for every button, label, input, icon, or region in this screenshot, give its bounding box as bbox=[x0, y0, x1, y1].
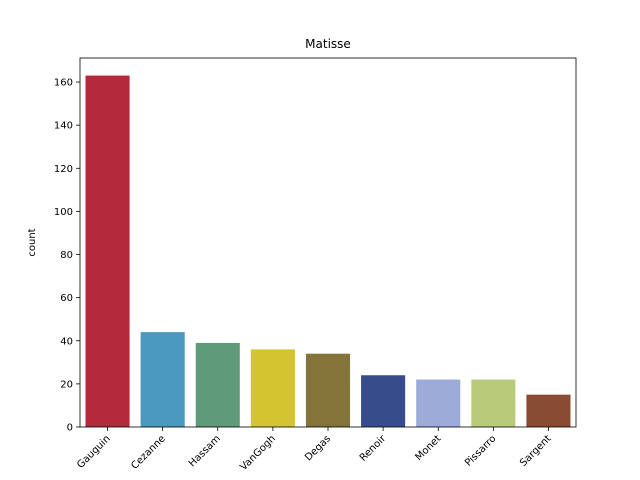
bars-group bbox=[85, 75, 571, 428]
y-axis-label: count bbox=[27, 228, 38, 256]
bar-renoir bbox=[361, 375, 406, 427]
bar-hassam bbox=[195, 342, 240, 427]
x-axis: Gauguin Cezanne Hassam VanGogh Degas Renoir Mo… bbox=[75, 427, 554, 473]
x-tick-label: Cezanne bbox=[129, 433, 167, 471]
x-tick-label: Pissarro bbox=[463, 433, 498, 468]
bar-cezanne bbox=[140, 332, 185, 427]
y-tick-label: 120 bbox=[54, 164, 73, 175]
bar-gauguin bbox=[85, 75, 130, 428]
bar-pissarro bbox=[471, 379, 516, 427]
y-tick-label: 140 bbox=[54, 121, 73, 132]
y-tick-label: 60 bbox=[60, 293, 73, 304]
y-tick-label: 100 bbox=[54, 207, 73, 218]
y-tick-label: 0 bbox=[67, 423, 73, 434]
bar-sargent bbox=[526, 394, 571, 427]
bar-degas bbox=[305, 353, 351, 427]
y-tick-label: 40 bbox=[60, 336, 73, 347]
x-tick-label: Monet bbox=[414, 433, 444, 463]
x-tick-label: Sargent bbox=[518, 433, 554, 469]
x-tick-label: Degas bbox=[303, 433, 333, 463]
y-tick-label: 20 bbox=[60, 379, 73, 390]
x-tick-label: Hassam bbox=[187, 433, 223, 469]
y-tick-label: 160 bbox=[54, 78, 73, 89]
plot-frame bbox=[79, 57, 577, 428]
y-tick-label: 80 bbox=[60, 250, 73, 261]
bar-vangogh bbox=[250, 349, 295, 427]
x-tick-label: VanGogh bbox=[238, 433, 278, 473]
bar-monet bbox=[416, 379, 461, 427]
chart-title: Matisse bbox=[305, 37, 351, 51]
x-tick-label: Gauguin bbox=[75, 433, 112, 470]
y-axis: 0 20 40 60 80 100 120 140 160 bbox=[54, 78, 80, 434]
x-tick-label: Renoir bbox=[358, 433, 389, 464]
